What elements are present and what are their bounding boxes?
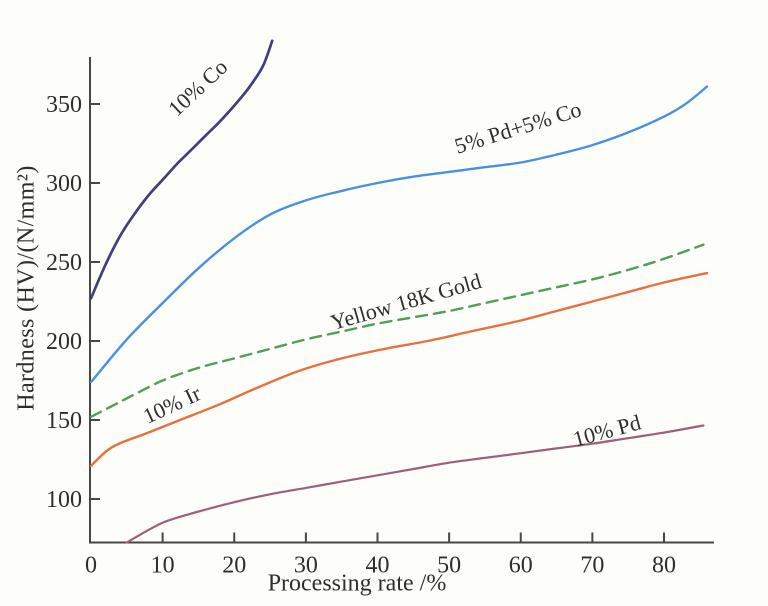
x-tick-label-0: 0 (85, 553, 97, 579)
x-tick-label-80: 80 (652, 553, 676, 579)
x-tick-label-60: 60 (509, 553, 533, 579)
y-tick-label-100: 100 (46, 487, 82, 513)
x-tick-label-50: 50 (437, 553, 461, 579)
y-tick-label-200: 200 (46, 329, 82, 355)
x-tick-label-10: 10 (151, 553, 175, 579)
series-label-yellow-18k-gold: Yellow 18K Gold (328, 268, 484, 335)
x-axis-title: Processing rate /% (267, 570, 447, 597)
y-tick-label-150: 150 (46, 408, 82, 434)
x-tick-label-70: 70 (580, 553, 604, 579)
series-label-10-co: 10% Co (163, 54, 232, 121)
x-tick-label-40: 40 (366, 553, 390, 579)
series-label-10-pd: 10% Pd (570, 410, 643, 452)
series-line-5-pd-5-co (89, 85, 709, 384)
y-tick-label-350: 350 (46, 92, 82, 118)
series-line-yellow-18k-gold (89, 243, 705, 418)
series-line-10-co (89, 39, 274, 300)
y-tick-label-300: 300 (46, 171, 82, 197)
x-tick-label-20: 20 (222, 553, 246, 579)
y-tick-label-250: 250 (46, 250, 82, 276)
series-line-10-pd (125, 424, 705, 544)
series-label-5-pd-5-co: 5% Pd+5% Co (452, 96, 585, 158)
x-tick-label-30: 30 (294, 553, 318, 579)
series-line-10-ir (89, 271, 709, 467)
y-axis-title: Hardness (HV)/(N/mm²) (13, 165, 40, 411)
